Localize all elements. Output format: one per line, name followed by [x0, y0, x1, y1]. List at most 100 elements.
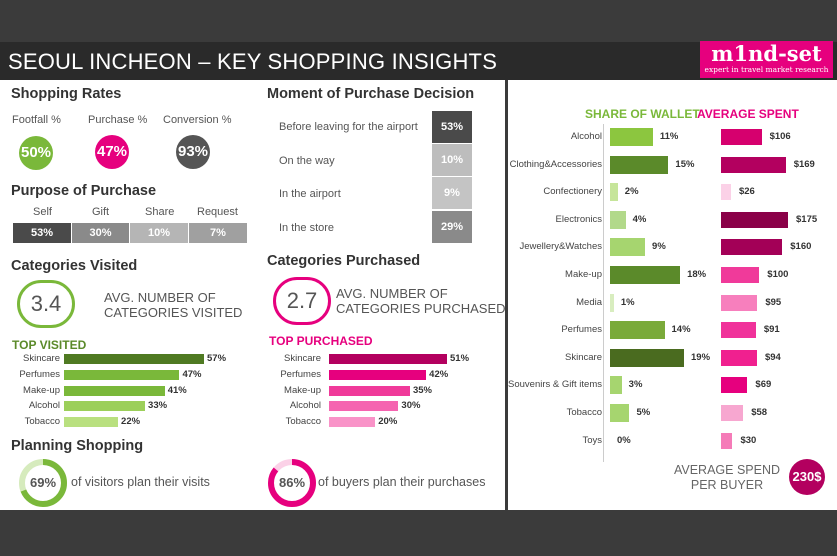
avg-purchased-text-1: AVG. NUMBER OF — [336, 286, 448, 301]
top-visited-heading: TOP VISITED — [12, 338, 87, 352]
spend-bar — [721, 294, 758, 311]
wallet-value: 0% — [617, 434, 631, 446]
wallet-value: 4% — [632, 213, 647, 225]
footfall-circle: 50% — [19, 136, 53, 170]
avg-spend-label-1: AVERAGE SPEND — [673, 463, 781, 477]
avg-spend-circle: 230$ — [789, 459, 825, 495]
wallet-category-label: Clothing&Accessories — [509, 158, 602, 170]
purpose-heading: Purpose of Purchase — [11, 183, 157, 199]
spend-bar — [721, 432, 733, 449]
purpose-value-self: 53% — [13, 223, 71, 243]
purchased-value: 30% — [401, 400, 421, 412]
visited-bar — [64, 369, 180, 380]
visited-label: Skincare — [23, 353, 60, 364]
mindset-logo: m1nd-set expert in travel market researc… — [700, 41, 833, 78]
buyers-plan-donut — [268, 459, 316, 507]
spend-value: $58 — [751, 407, 768, 418]
wallet-value: 19% — [691, 351, 711, 363]
wallet-category-label: Tobacco — [566, 407, 602, 418]
conversion-circle: 93% — [176, 135, 210, 169]
purchased-value: 20% — [378, 416, 398, 428]
purpose-value-share: 10% — [130, 223, 188, 243]
avg-purchased-ring: 2.7 — [273, 277, 331, 325]
categories-purchased-heading: Categories Purchased — [267, 253, 421, 269]
wallet-bar — [610, 183, 618, 202]
spend-value: $169 — [793, 158, 815, 170]
wallet-bar — [610, 238, 646, 257]
visited-value: 22% — [121, 416, 141, 428]
purchased-value: 51% — [450, 353, 470, 364]
wallet-value: 5% — [636, 407, 651, 418]
purchased-label: Tobacco — [285, 416, 321, 428]
visited-label: Perfumes — [19, 368, 60, 380]
wallet-category-label: Perfumes — [561, 324, 602, 336]
shopping-rates-heading: Shopping Rates — [11, 86, 122, 102]
purchased-bar — [329, 354, 447, 364]
title-bar — [0, 42, 837, 80]
spend-bar — [721, 322, 756, 339]
moment-value-on-the-way: 10% — [432, 144, 472, 176]
moment-heading: Moment of Purchase Decision — [267, 86, 475, 102]
spend-bar — [721, 267, 760, 283]
spend-value: $94 — [764, 351, 781, 363]
buyers-donut-arc — [268, 459, 316, 507]
wallet-category-label: Confectionery — [543, 186, 602, 198]
wallet-category-label: Electronics — [555, 213, 602, 225]
wallet-category-label: Skincare — [565, 351, 602, 363]
purchase-label: Purchase % — [88, 114, 148, 126]
spend-bar — [721, 349, 757, 366]
avg-spend-label: AVERAGE SPEND PER BUYER — [668, 463, 786, 493]
wallet-category-label: Make-up — [565, 269, 602, 280]
visited-value: 57% — [207, 353, 227, 364]
purchased-label: Alcohol — [289, 400, 321, 412]
visited-label: Make-up — [23, 384, 60, 396]
purchased-value: 35% — [412, 384, 432, 396]
buyers-plan-text: of buyers plan their purchases — [318, 475, 486, 489]
wallet-category-label: Jewellery&Watches — [519, 241, 602, 253]
spend-value: $106 — [769, 131, 791, 142]
logo-tagline: expert in travel market research — [704, 65, 829, 74]
purchased-label: Skincare — [284, 353, 321, 364]
visitors-plan-value: 69% — [29, 475, 57, 490]
avg-visited-ring: 3.4 — [17, 280, 75, 328]
conversion-label: Conversion % — [163, 114, 232, 126]
visited-bar — [64, 385, 165, 396]
spend-bar — [721, 211, 788, 228]
wallet-bar — [610, 293, 614, 312]
avg-spend-label-2: PER BUYER — [690, 478, 764, 492]
visited-label: Tobacco — [24, 416, 60, 428]
visited-label: Alcohol — [28, 400, 60, 412]
spend-bar — [721, 377, 748, 394]
spend-value: $95 — [765, 296, 782, 308]
purchased-label: Perfumes — [280, 368, 321, 380]
wallet-category-label: Toys — [582, 434, 602, 446]
spend-bar — [721, 184, 731, 201]
right-panel — [508, 80, 837, 510]
purpose-label-gift: Gift — [92, 206, 110, 218]
purchased-bar — [329, 369, 427, 380]
moment-value-before: 53% — [432, 111, 472, 143]
spend-value: $91 — [763, 324, 780, 336]
spend-value: $30 — [740, 434, 757, 446]
wallet-axis-line — [603, 124, 604, 462]
buyers-plan-value: 86% — [278, 475, 306, 490]
wallet-value: 15% — [675, 158, 695, 170]
page-title: SEOUL INCHEON – KEY SHOPPING INSIGHTS — [8, 49, 498, 74]
avg-purchased-text-2: CATEGORIES PURCHASED — [336, 301, 506, 316]
wallet-bar — [610, 376, 622, 395]
purpose-label-share: Share — [145, 206, 175, 218]
wallet-bar — [610, 266, 681, 284]
visited-bar — [64, 354, 204, 364]
categories-visited-heading: Categories Visited — [11, 258, 138, 274]
purpose-value-request: 7% — [189, 223, 247, 243]
top-purchased-heading: TOP PURCHASED — [269, 334, 373, 348]
wallet-value: 9% — [652, 241, 666, 253]
purchased-value: 42% — [429, 368, 449, 380]
wallet-category-label: Alcohol — [570, 131, 602, 142]
wallet-category-label: Souvenirs & Gift items — [508, 379, 602, 391]
purchase-circle: 47% — [95, 135, 129, 169]
visitors-plan-text: of visitors plan their visits — [71, 475, 210, 489]
moment-label-before: Before leaving for the airport — [279, 121, 418, 133]
wallet-bar — [610, 348, 684, 367]
wallet-value: 3% — [628, 379, 643, 391]
